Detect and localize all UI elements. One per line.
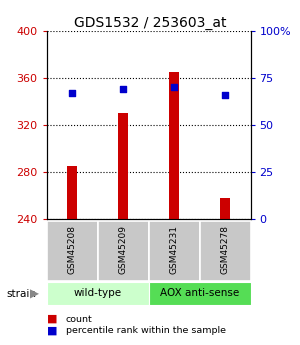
- Text: GSM45278: GSM45278: [220, 225, 230, 274]
- Bar: [98, 221, 148, 281]
- Bar: [200, 221, 250, 281]
- Text: AOX anti-sense: AOX anti-sense: [160, 288, 239, 298]
- Bar: [169, 72, 178, 219]
- Point: [223, 92, 227, 98]
- Point: [172, 85, 176, 90]
- Text: wild-type: wild-type: [74, 288, 122, 298]
- Text: ■: ■: [46, 326, 57, 335]
- Text: count: count: [66, 315, 93, 324]
- Text: GSM45231: GSM45231: [169, 225, 178, 274]
- Text: ▶: ▶: [30, 287, 39, 300]
- Bar: [148, 282, 250, 305]
- Text: ■: ■: [46, 314, 57, 324]
- Bar: [68, 166, 76, 219]
- Bar: [148, 221, 200, 281]
- Bar: [46, 282, 148, 305]
- Bar: [220, 198, 230, 219]
- Text: GSM45208: GSM45208: [68, 225, 76, 274]
- Bar: [46, 221, 98, 281]
- Bar: [118, 113, 127, 219]
- Text: strain: strain: [6, 289, 36, 299]
- Point: [70, 90, 74, 96]
- Point: [121, 87, 125, 92]
- Text: percentile rank within the sample: percentile rank within the sample: [66, 326, 226, 335]
- Text: GSM45209: GSM45209: [118, 225, 127, 274]
- Text: GDS1532 / 253603_at: GDS1532 / 253603_at: [74, 16, 226, 30]
